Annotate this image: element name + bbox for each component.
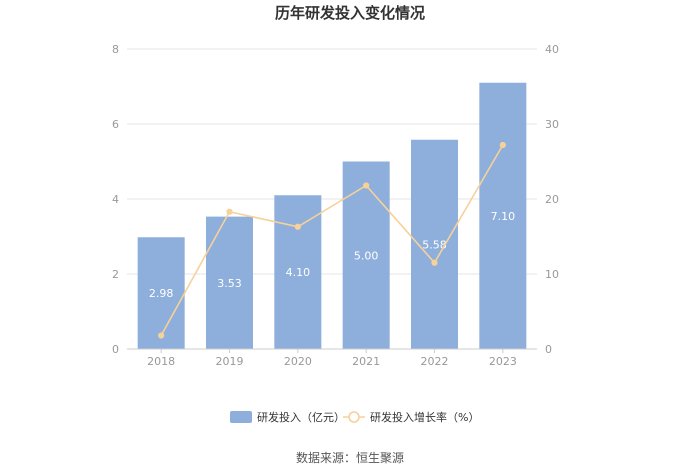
growth-point [226,208,233,215]
right-tick-label: 10 [545,268,559,281]
growth-point [499,141,506,149]
x-tick-label: 2020 [284,355,312,368]
legend-bar-label: 研发投入（亿元） [257,410,345,424]
x-tick-label: 2018 [147,355,175,368]
bar-value-label: 5.00 [354,249,379,262]
left-tick-label: 4 [112,193,119,206]
x-tick-label: 2019 [216,355,244,368]
left-tick-label: 2 [112,268,119,281]
left-axis: 0 2 4 6 8 [112,43,119,356]
growth-point [158,332,165,339]
right-tick-label: 0 [545,343,552,356]
left-tick-label: 6 [112,118,119,131]
bar [137,237,185,349]
source-note: 数据来源：恒生聚源 [296,450,404,465]
right-axis: 0 10 20 30 40 [545,43,559,356]
x-axis: 2018 2019 2020 2021 2022 2023 [127,348,537,368]
x-tick-label: 2021 [352,355,380,368]
bar-value-label: 4.10 [286,266,311,279]
x-tick-label: 2022 [421,355,449,368]
left-tick-label: 8 [112,43,119,56]
legend-bar-swatch [230,411,252,423]
growth-point [431,259,438,266]
line-series [158,141,506,339]
right-tick-label: 30 [545,118,559,131]
bar [342,161,390,349]
bar [274,195,322,349]
legend-line-label: 研发投入增长率（%） [370,410,479,424]
bar [479,82,527,349]
bar-value-label: 2.98 [149,287,174,300]
growth-line [160,144,504,336]
right-tick-label: 40 [545,43,559,56]
growth-point [294,223,301,230]
growth-point [363,182,370,189]
bar-value-label: 5.58 [422,238,447,251]
bar-value-label: 3.53 [217,277,242,290]
left-tick-label: 0 [112,343,119,356]
grid [127,48,537,275]
bar-value-label: 7.10 [491,210,516,223]
bar-series: 2.98 3.53 4.10 5.00 5.58 7.10 [137,82,527,349]
legend-line-marker [348,411,360,423]
x-tick-label: 2023 [489,355,517,368]
right-tick-label: 20 [545,193,559,206]
legend: 研发投入（亿元） 研发投入增长率（%） [230,410,479,424]
chart-title: 历年研发投入变化情况 [275,4,425,22]
